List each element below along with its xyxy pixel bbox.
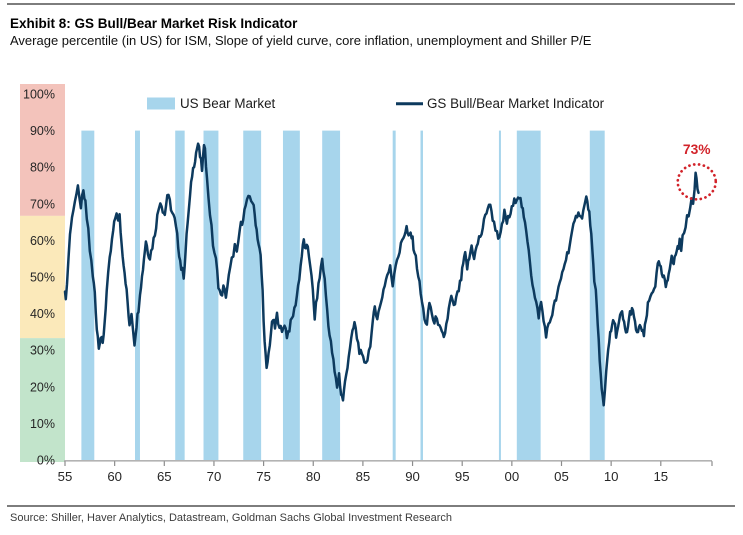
bear-market-band xyxy=(392,130,396,460)
x-tick-label: 55 xyxy=(58,469,73,484)
x-tick-label: 85 xyxy=(356,469,371,484)
y-tick-label: 20% xyxy=(30,380,55,394)
y-tick-label: 50% xyxy=(30,271,55,285)
y-tick-label: 100% xyxy=(23,88,55,102)
bear-market-band xyxy=(282,130,300,460)
y-tick-label: 30% xyxy=(30,344,55,358)
bear-market-band xyxy=(175,130,185,460)
legend-swatch-bear-market xyxy=(147,97,175,110)
page-title: Exhibit 8: GS Bull/Bear Market Risk Indi… xyxy=(10,16,298,31)
y-tick-label: 10% xyxy=(30,417,55,431)
x-tick-label: 80 xyxy=(306,469,321,484)
x-tick-label: 15 xyxy=(653,469,668,484)
bear-market-band xyxy=(81,130,95,460)
x-tick-label: 05 xyxy=(554,469,569,484)
bottom-rule xyxy=(7,505,735,507)
y-tick-label: 90% xyxy=(30,124,55,138)
bear-market-band xyxy=(203,130,219,460)
risk-zone-mid xyxy=(20,215,65,339)
annotation-label: 73% xyxy=(683,142,711,157)
bear-market-band xyxy=(135,130,140,460)
y-tick-label: 40% xyxy=(30,307,55,321)
y-tick-label: 0% xyxy=(37,454,55,468)
risk-zone-high xyxy=(20,84,65,216)
indicator-line xyxy=(63,142,700,407)
x-tick-label: 60 xyxy=(107,469,122,484)
y-tick-label: 70% xyxy=(30,197,55,211)
x-tick-label: 95 xyxy=(455,469,470,484)
x-tick-label: 10 xyxy=(604,469,619,484)
bear-market-band xyxy=(516,130,541,460)
bear-market-band xyxy=(243,130,262,460)
legend-label-indicator: GS Bull/Bear Market Indicator xyxy=(427,96,605,111)
y-tick-label: 80% xyxy=(30,161,55,175)
x-tick-label: 65 xyxy=(157,469,172,484)
legend-label-bear-market: US Bear Market xyxy=(180,96,276,111)
y-tick-label: 60% xyxy=(30,234,55,248)
top-rule xyxy=(7,3,735,5)
bear-market-band xyxy=(498,130,501,460)
source-note: Source: Shiller, Haver Analytics, Datast… xyxy=(10,512,453,524)
x-tick-label: 00 xyxy=(505,469,520,484)
x-tick-label: 70 xyxy=(207,469,222,484)
x-tick-label: 90 xyxy=(405,469,420,484)
page-subtitle: Average percentile (in US) for ISM, Slop… xyxy=(10,33,592,48)
annotation-circle xyxy=(676,162,718,201)
risk-zone-low xyxy=(20,338,65,462)
x-tick-label: 75 xyxy=(256,469,271,484)
